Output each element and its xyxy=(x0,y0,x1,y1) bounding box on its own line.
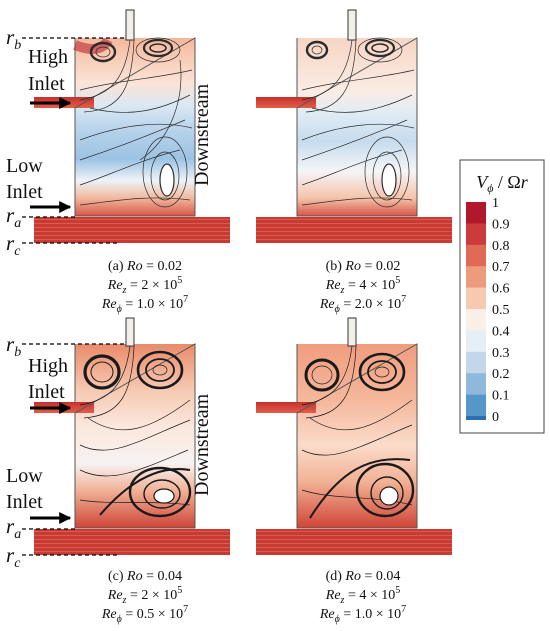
colorbar-tick-label: 0 xyxy=(492,410,499,425)
label-rc: rc xyxy=(6,231,21,259)
high-inlet-pipe xyxy=(256,402,316,413)
label-inlet: Inlet xyxy=(28,73,65,95)
label-low: Low xyxy=(6,155,43,177)
caption-c-line3: Reϕ = 0.5 × 107 xyxy=(101,604,188,625)
cavity-field xyxy=(75,344,195,528)
caption-c-line2: Rez = 2 × 105 xyxy=(107,585,182,606)
colorbar-tick-label: 0.6 xyxy=(492,282,510,297)
outlet-tube xyxy=(125,9,135,41)
caption-c-line1: (c) Ro = 0.04 xyxy=(108,569,182,584)
colorbar-cell xyxy=(466,223,486,246)
colorbar-cells xyxy=(466,202,486,420)
colorbar-tick-label: 0.7 xyxy=(492,260,510,275)
colorbar-title: Vϕ / Ωr xyxy=(476,172,529,195)
rotor-disc xyxy=(256,529,452,555)
colorbar-cell xyxy=(466,244,486,267)
colorbar-cell xyxy=(466,416,486,420)
cavity-field xyxy=(297,344,417,528)
label-rc: rc xyxy=(6,543,21,571)
cavity-field xyxy=(297,38,417,216)
caption-a-line2: Rez = 2 × 105 xyxy=(107,275,182,296)
outlet-tube xyxy=(347,317,357,347)
colorbar-cell xyxy=(466,287,486,310)
caption-b-line3: Reϕ = 2.0 × 107 xyxy=(319,294,406,315)
colorbar: Vϕ / Ωr 1 0.9 0.8 0.7 0.6 0.5 0.4 0.3 0.2 0.1 0 xyxy=(459,159,545,434)
cavity-field xyxy=(75,38,195,216)
colorbar-tick-label: 0.4 xyxy=(492,324,510,339)
colorbar-tick-label: 0.9 xyxy=(492,217,510,232)
rotor-disc xyxy=(256,217,452,243)
caption-d-line2: Rez = 4 × 105 xyxy=(325,585,400,606)
colorbar-ticks: 1 0.9 0.8 0.7 0.6 0.5 0.4 0.3 0.2 0.1 0 xyxy=(492,196,510,425)
colorbar-tick-label: 1 xyxy=(492,196,499,211)
caption-b-line1: (b) Ro = 0.02 xyxy=(326,259,401,274)
label-ra: ra xyxy=(6,203,21,231)
colorbar-tick-label: 0.2 xyxy=(492,367,510,382)
rotor-disc xyxy=(34,529,230,555)
high-inlet-pipe xyxy=(256,97,316,108)
panel-d xyxy=(256,317,452,555)
label-inlet: Inlet xyxy=(6,181,43,203)
colorbar-cell xyxy=(466,330,486,353)
streamlines xyxy=(79,345,192,518)
caption-a-line3: Reϕ = 1.0 × 107 xyxy=(101,294,188,315)
colorbar-tick-label: 0.5 xyxy=(492,303,510,318)
label-rb: rb xyxy=(6,332,21,360)
cavity-wall xyxy=(74,343,196,529)
caption-b-line2: Rez = 4 × 105 xyxy=(325,275,400,296)
cavity-wall xyxy=(296,37,418,217)
panel-a xyxy=(34,9,230,243)
label-low: Low xyxy=(6,465,43,487)
caption-d-line3: Reϕ = 1.0 × 107 xyxy=(319,604,406,625)
label-inlet: Inlet xyxy=(6,491,43,513)
colorbar-cell xyxy=(466,202,486,224)
label-rb: rb xyxy=(6,25,21,53)
label-downstream: Downstream xyxy=(191,393,213,496)
streamlines xyxy=(301,345,415,519)
colorbar-cell xyxy=(466,309,486,331)
outlet-tube xyxy=(125,317,135,347)
colorbar-cell xyxy=(466,266,486,288)
label-inlet: Inlet xyxy=(28,381,65,403)
cavity-wall xyxy=(296,343,418,529)
rotor-disc xyxy=(34,217,230,243)
caption-d-line1: (d) Ro = 0.04 xyxy=(326,569,401,584)
caption-a-line1: (a) Ro = 0.02 xyxy=(108,259,182,274)
colorbar-tick-label: 0.8 xyxy=(492,239,510,254)
label-downstream: Downstream xyxy=(191,83,213,186)
panel-b xyxy=(256,9,452,243)
colorbar-cell xyxy=(466,373,486,395)
left-annotations xyxy=(22,37,126,556)
label-high: High xyxy=(28,355,68,377)
outlet-tube xyxy=(347,9,357,41)
label-high: High xyxy=(28,46,68,68)
colorbar-tick-label: 0.3 xyxy=(492,346,510,361)
colorbar-tick-label: 0.1 xyxy=(492,389,510,404)
label-ra: ra xyxy=(6,514,21,542)
colorbar-cell xyxy=(466,394,486,417)
colorbar-cell xyxy=(466,351,486,374)
streamlines xyxy=(79,37,193,208)
streamlines xyxy=(301,37,415,208)
